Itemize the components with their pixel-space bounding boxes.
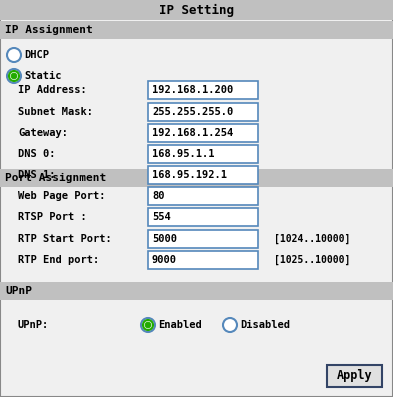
Circle shape xyxy=(7,48,21,62)
Text: 192.168.1.200: 192.168.1.200 xyxy=(152,85,233,95)
Text: UPnP:: UPnP: xyxy=(18,320,49,330)
Text: 168.95.192.1: 168.95.192.1 xyxy=(152,170,227,180)
Text: Web Page Port:: Web Page Port: xyxy=(18,191,105,201)
Text: 80: 80 xyxy=(152,191,165,201)
Text: DHCP: DHCP xyxy=(24,50,49,60)
Text: 9000: 9000 xyxy=(152,255,177,265)
FancyBboxPatch shape xyxy=(0,21,393,39)
Circle shape xyxy=(7,69,21,83)
Text: Disabled: Disabled xyxy=(240,320,290,330)
FancyBboxPatch shape xyxy=(0,282,393,300)
FancyBboxPatch shape xyxy=(148,81,258,99)
Text: Gateway:: Gateway: xyxy=(18,128,68,138)
Text: Port Assignment: Port Assignment xyxy=(5,173,106,183)
FancyBboxPatch shape xyxy=(327,365,382,387)
FancyBboxPatch shape xyxy=(148,230,258,248)
FancyBboxPatch shape xyxy=(148,166,258,184)
Text: 554: 554 xyxy=(152,212,171,222)
Text: RTSP Port :: RTSP Port : xyxy=(18,212,87,222)
Text: Apply: Apply xyxy=(337,370,372,382)
Text: Enabled: Enabled xyxy=(158,320,202,330)
Circle shape xyxy=(145,322,151,328)
Text: 255.255.255.0: 255.255.255.0 xyxy=(152,107,233,117)
Text: 168.95.1.1: 168.95.1.1 xyxy=(152,149,215,159)
Text: [1024..10000]: [1024..10000] xyxy=(274,234,351,244)
Circle shape xyxy=(11,73,17,79)
Circle shape xyxy=(143,320,153,330)
Text: RTP End port:: RTP End port: xyxy=(18,255,99,265)
Text: DNS 0:: DNS 0: xyxy=(18,149,55,159)
FancyBboxPatch shape xyxy=(0,0,393,20)
Text: Subnet Mask:: Subnet Mask: xyxy=(18,107,93,117)
Text: [1025..10000]: [1025..10000] xyxy=(274,255,351,265)
Text: 192.168.1.254: 192.168.1.254 xyxy=(152,128,233,138)
Text: RTP Start Port:: RTP Start Port: xyxy=(18,234,112,244)
Text: IP Assignment: IP Assignment xyxy=(5,25,93,35)
Text: 5000: 5000 xyxy=(152,234,177,244)
Text: IP Address:: IP Address: xyxy=(18,85,87,95)
Text: UPnP: UPnP xyxy=(5,286,32,296)
FancyBboxPatch shape xyxy=(148,103,258,121)
FancyBboxPatch shape xyxy=(148,145,258,163)
FancyBboxPatch shape xyxy=(148,208,258,226)
FancyBboxPatch shape xyxy=(0,169,393,187)
Text: IP Setting: IP Setting xyxy=(159,4,234,17)
FancyBboxPatch shape xyxy=(148,187,258,205)
Text: DNS 1:: DNS 1: xyxy=(18,170,55,180)
Circle shape xyxy=(141,318,155,332)
FancyBboxPatch shape xyxy=(148,124,258,142)
FancyBboxPatch shape xyxy=(148,251,258,269)
Circle shape xyxy=(9,71,19,81)
Text: Static: Static xyxy=(24,71,61,81)
Circle shape xyxy=(223,318,237,332)
